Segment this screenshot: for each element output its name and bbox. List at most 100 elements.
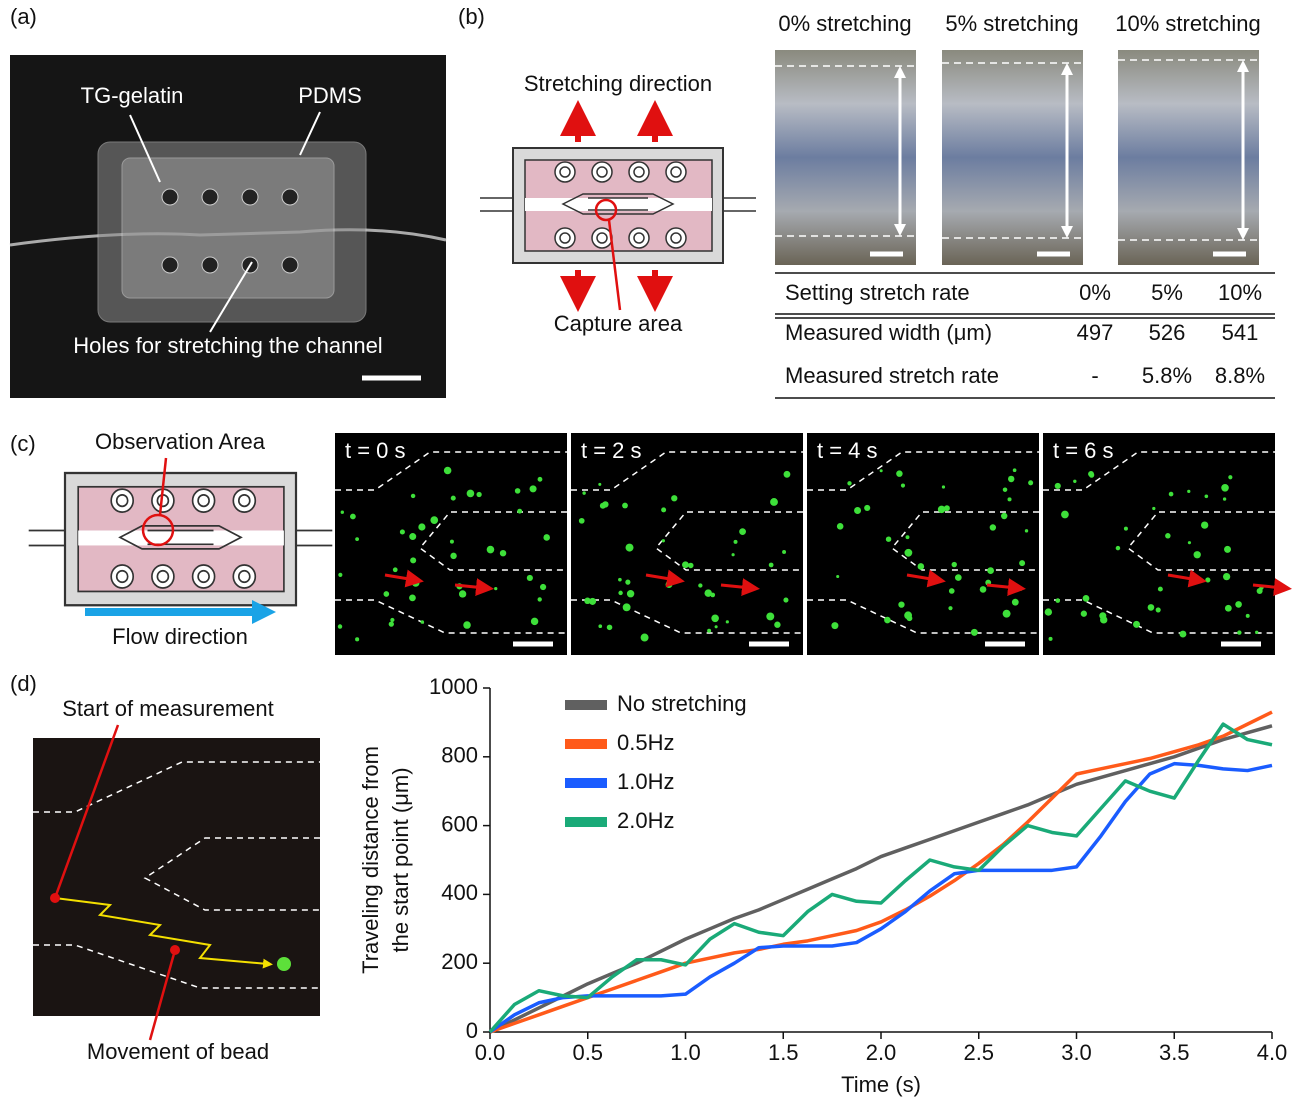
bead bbox=[409, 533, 417, 541]
table-cell: 5% bbox=[1151, 280, 1183, 305]
bead bbox=[836, 523, 844, 530]
bead bbox=[584, 597, 591, 605]
bead bbox=[900, 483, 906, 488]
y-tick-label: 1000 bbox=[429, 674, 478, 699]
y-tick-label: 800 bbox=[441, 743, 478, 768]
bead bbox=[337, 624, 343, 629]
bead bbox=[526, 574, 533, 582]
bead bbox=[537, 597, 542, 602]
bead bbox=[1048, 636, 1053, 641]
bead bbox=[466, 489, 475, 498]
annotation: Flow direction bbox=[112, 624, 248, 649]
bead bbox=[476, 491, 482, 498]
bead bbox=[1187, 489, 1191, 493]
bead bbox=[1245, 613, 1250, 618]
bead bbox=[1082, 595, 1090, 602]
bead bbox=[739, 528, 746, 535]
bead bbox=[1205, 577, 1211, 583]
bead bbox=[1080, 610, 1087, 617]
bead bbox=[768, 562, 774, 568]
x-tick-label: 3.5 bbox=[1159, 1040, 1190, 1065]
bead bbox=[906, 615, 913, 622]
bead bbox=[1221, 483, 1229, 492]
bead bbox=[671, 495, 678, 502]
bead bbox=[1061, 510, 1069, 519]
bead bbox=[582, 491, 586, 495]
bead bbox=[1237, 630, 1242, 635]
line-chart: 0 200 400 600 800 1000 0.0 0.5 1.0 1.5 2.0 2.5 3.0 3.… bbox=[358, 674, 1287, 1097]
bead bbox=[665, 581, 673, 588]
table-cell: 541 bbox=[1222, 320, 1259, 345]
bead bbox=[854, 506, 862, 514]
micrograph bbox=[1118, 50, 1259, 265]
bead bbox=[1152, 506, 1156, 511]
channel-outline bbox=[807, 451, 1039, 634]
x-tick-label: 3.0 bbox=[1061, 1040, 1092, 1065]
x-tick-label: 2.5 bbox=[963, 1040, 994, 1065]
bead bbox=[864, 504, 871, 511]
bead bbox=[1165, 533, 1171, 539]
bead bbox=[661, 507, 667, 513]
bead bbox=[340, 510, 344, 514]
bead bbox=[731, 553, 735, 557]
fluorescence-frames: t = 0 s t = 2 s t = 4 s t = 6 s bbox=[335, 433, 1292, 655]
bead bbox=[688, 562, 694, 569]
bead bbox=[1222, 497, 1227, 501]
bead bbox=[622, 603, 631, 612]
bead bbox=[450, 495, 456, 501]
y-tick-label: 600 bbox=[441, 811, 478, 836]
annotation: Start of measurement bbox=[62, 696, 274, 721]
table-cell: 0% bbox=[1079, 280, 1111, 305]
bead bbox=[539, 583, 547, 591]
bead bbox=[711, 614, 719, 623]
bead bbox=[1002, 609, 1011, 618]
annotation: Observation Area bbox=[95, 429, 266, 454]
y-tick-label: 0 bbox=[466, 1018, 478, 1043]
legend-label: 0.5Hz bbox=[617, 730, 674, 755]
table-cell: 8.8% bbox=[1215, 363, 1265, 388]
bead bbox=[1018, 587, 1023, 591]
bead bbox=[766, 612, 775, 621]
bead bbox=[707, 628, 712, 633]
bead bbox=[1147, 604, 1155, 611]
micrograph bbox=[942, 50, 1083, 265]
bead bbox=[410, 557, 417, 564]
device-schematic bbox=[27, 471, 334, 607]
bead bbox=[1204, 494, 1209, 499]
x-tick-label: 4.0 bbox=[1257, 1040, 1288, 1065]
bead-arrow bbox=[1252, 578, 1292, 597]
micrograph bbox=[775, 50, 916, 265]
bead bbox=[1157, 586, 1163, 592]
panel-label: (b) bbox=[458, 4, 485, 29]
bead bbox=[1168, 491, 1174, 497]
bead bbox=[625, 543, 634, 552]
bead bbox=[486, 545, 495, 554]
bead bbox=[774, 621, 781, 628]
annotation: Stretching direction bbox=[524, 71, 712, 96]
bead bbox=[388, 621, 394, 627]
capture-marker bbox=[594, 198, 618, 222]
bead bbox=[410, 493, 416, 499]
channel-outline bbox=[335, 451, 567, 634]
bead bbox=[1187, 541, 1192, 545]
legend-label: No stretching bbox=[617, 691, 747, 716]
pointer bbox=[607, 219, 622, 311]
bead bbox=[458, 590, 467, 598]
bead bbox=[1055, 598, 1061, 603]
frame-title: t = 0 s bbox=[345, 438, 406, 463]
frame-title: t = 4 s bbox=[817, 438, 878, 463]
bead bbox=[530, 617, 539, 626]
bead-arrow bbox=[986, 578, 1026, 597]
table-row-label: Measured width (μm) bbox=[785, 320, 992, 345]
bead bbox=[598, 624, 603, 629]
arrows bbox=[560, 100, 673, 312]
bead bbox=[1255, 630, 1259, 634]
x-axis-title: Time (s) bbox=[841, 1072, 921, 1097]
bead bbox=[355, 637, 360, 642]
bead bbox=[1193, 551, 1201, 559]
bead bbox=[898, 601, 905, 608]
bead bbox=[537, 476, 543, 482]
x-tick-label: 0.5 bbox=[572, 1040, 603, 1065]
bead-arrow bbox=[384, 569, 424, 588]
bead bbox=[392, 567, 398, 573]
